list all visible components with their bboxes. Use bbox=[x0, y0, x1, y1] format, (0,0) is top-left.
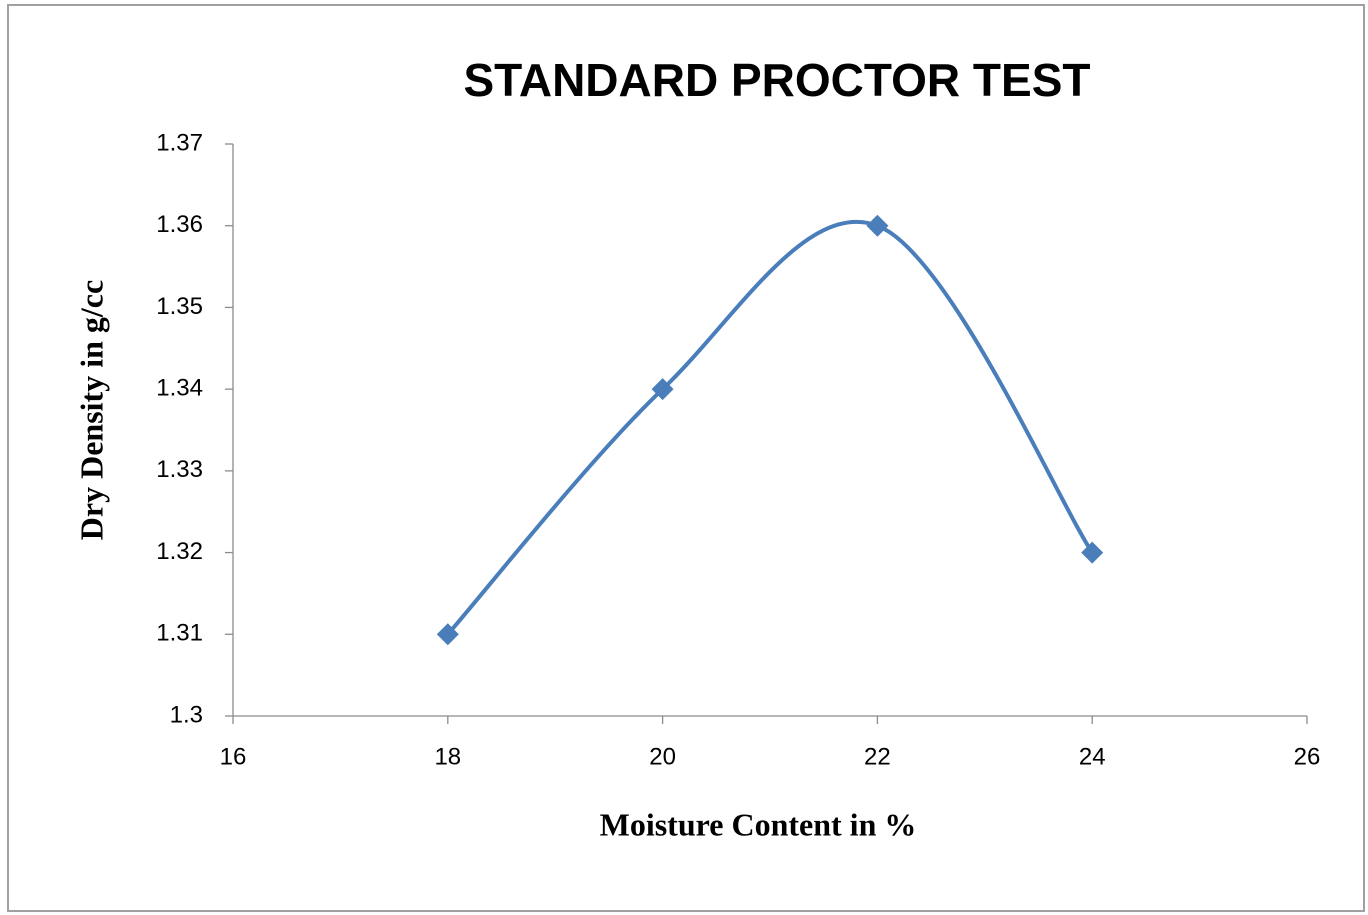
x-tick-label: 26 bbox=[1294, 743, 1321, 770]
y-tick-label: 1.34 bbox=[156, 374, 203, 401]
x-tick-label: 24 bbox=[1079, 743, 1106, 770]
chart-frame bbox=[7, 4, 1365, 912]
chart-title: STANDARD PROCTOR TEST bbox=[464, 54, 1091, 106]
y-axis-title: Dry Density in g/cc bbox=[73, 280, 109, 540]
y-tick-label: 1.3 bbox=[170, 701, 203, 728]
marker bbox=[866, 214, 889, 237]
y-tick-label: 1.37 bbox=[156, 129, 203, 156]
y-tick-label: 1.31 bbox=[156, 620, 203, 647]
y-tick-label: 1.33 bbox=[156, 456, 203, 483]
marker bbox=[436, 623, 459, 646]
x-tick-label: 22 bbox=[864, 743, 891, 770]
y-tick-label: 1.35 bbox=[156, 293, 203, 320]
x-axis-title: Moisture Content in % bbox=[600, 806, 917, 842]
x-tick-label: 18 bbox=[434, 743, 461, 770]
series-line bbox=[446, 219, 1094, 636]
x-tick-label: 16 bbox=[220, 743, 247, 770]
x-tick-label: 20 bbox=[649, 743, 676, 770]
y-tick-label: 1.36 bbox=[156, 211, 203, 238]
marker bbox=[651, 378, 674, 401]
marker bbox=[1081, 541, 1104, 564]
y-tick-label: 1.32 bbox=[156, 538, 203, 565]
